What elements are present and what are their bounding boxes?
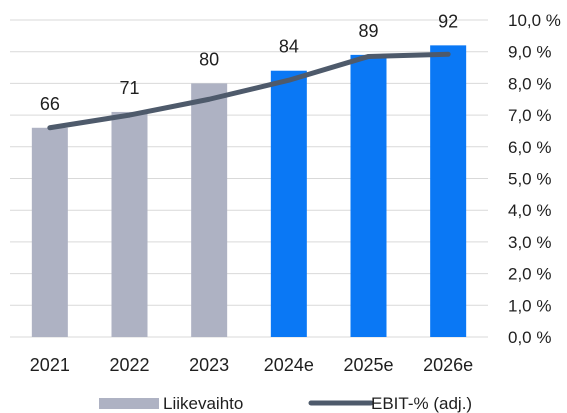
x-tick-label: 2021 <box>30 355 70 375</box>
y-tick-label: 7,0 % <box>508 106 551 125</box>
data-labels: 66 71 80 84 89 92 <box>40 11 458 113</box>
right-axis-ticks: 0,0 % 1,0 % 2,0 % 3,0 % 4,0 % 5,0 % 6,0 % 7,0 %… <box>508 11 561 347</box>
y-tick-label: 1,0 % <box>508 296 551 315</box>
bar <box>191 83 228 338</box>
x-tick-label: 2025e <box>343 355 393 375</box>
y-tick-label: 4,0 % <box>508 201 551 220</box>
data-label: 92 <box>438 11 458 31</box>
data-label: 66 <box>40 94 60 114</box>
y-tick-label: 2,0 % <box>508 265 551 284</box>
ebit-line <box>47 51 451 131</box>
bar <box>31 127 68 337</box>
data-label: 80 <box>199 49 219 69</box>
x-axis-ticks: 2021 2022 2023 2024e 2025e 2026e <box>30 355 473 375</box>
y-tick-label: 3,0 % <box>508 233 551 252</box>
y-tick-label: 8,0 % <box>508 74 551 93</box>
x-tick-label: 2024e <box>264 355 314 375</box>
gridlines <box>10 19 488 338</box>
bar-series <box>31 45 467 338</box>
x-tick-label: 2023 <box>189 355 229 375</box>
legend: Liikevaihto EBIT-% (adj.) <box>99 394 472 413</box>
bar <box>430 45 467 338</box>
legend-label: Liikevaihto <box>163 394 243 413</box>
bar <box>270 70 307 337</box>
data-label: 71 <box>119 78 139 98</box>
y-tick-label: 10,0 % <box>508 11 561 30</box>
y-tick-label: 9,0 % <box>508 43 551 62</box>
y-tick-label: 6,0 % <box>508 138 551 157</box>
bar <box>111 111 148 338</box>
data-label: 89 <box>358 21 378 41</box>
legend-bar-swatch <box>99 398 159 409</box>
x-tick-label: 2022 <box>109 355 149 375</box>
y-tick-label: 0,0 % <box>508 328 551 347</box>
legend-label: EBIT-% (adj.) <box>371 394 472 413</box>
bar <box>350 54 387 338</box>
x-tick-label: 2026e <box>423 355 473 375</box>
data-label: 84 <box>279 37 299 57</box>
line-series <box>47 51 451 131</box>
y-tick-label: 5,0 % <box>508 170 551 189</box>
